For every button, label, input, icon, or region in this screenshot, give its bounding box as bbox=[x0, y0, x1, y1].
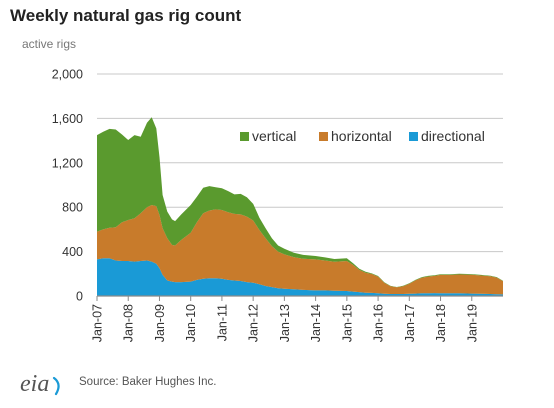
x-tick-label: Jan-17 bbox=[403, 304, 417, 342]
y-axis-unit-label: active rigs bbox=[22, 37, 77, 51]
x-tick-label: Jan-18 bbox=[434, 304, 448, 342]
legend-label-vertical: vertical bbox=[252, 128, 296, 144]
chart-title: Weekly natural gas rig count bbox=[10, 6, 242, 25]
y-tick-label: 800 bbox=[62, 201, 83, 215]
x-tick-label: Jan-11 bbox=[215, 304, 229, 341]
legend-swatch-directional bbox=[409, 132, 418, 141]
x-tick-label: Jan-15 bbox=[340, 304, 354, 342]
source-note: Source: Baker Hughes Inc. bbox=[79, 376, 217, 388]
area-directional bbox=[97, 258, 503, 296]
legend-label-directional: directional bbox=[421, 128, 485, 144]
y-tick-label: 1,200 bbox=[52, 156, 83, 170]
x-tick-label: Jan-07 bbox=[91, 304, 105, 342]
y-tick-label: 0 bbox=[76, 290, 83, 304]
axes: 0 400 800 1,200 1,600 2,000 Jan-07 Jan-08 Jan-09… bbox=[52, 68, 503, 342]
legend-label-horizontal: horizontal bbox=[331, 128, 392, 144]
legend-swatch-vertical bbox=[240, 132, 249, 141]
x-tick-label: Jan-14 bbox=[309, 304, 323, 342]
stacked-areas bbox=[97, 117, 503, 296]
eia-logo-icon: eia bbox=[20, 371, 60, 397]
legend-swatch-horizontal bbox=[319, 132, 328, 141]
eia-logo-text: eia bbox=[20, 371, 49, 397]
legend: vertical horizontal directional bbox=[240, 128, 485, 144]
y-tick-label: 1,600 bbox=[52, 112, 83, 126]
x-tick-label: Jan-10 bbox=[184, 304, 198, 342]
x-tick-label: Jan-12 bbox=[247, 304, 261, 342]
x-tick-label: Jan-13 bbox=[278, 304, 292, 342]
x-tick-label: Jan-09 bbox=[153, 304, 167, 342]
area-horizontal bbox=[97, 205, 503, 295]
x-tick-label: Jan-08 bbox=[122, 304, 136, 342]
eia-logo: eia bbox=[18, 366, 72, 403]
y-tick-label: 2,000 bbox=[52, 68, 83, 82]
eia-logo-swoosh bbox=[52, 376, 60, 396]
x-tick-label: Jan-19 bbox=[465, 304, 479, 342]
x-tick-label: Jan-16 bbox=[372, 304, 386, 342]
y-tick-label: 400 bbox=[62, 245, 83, 259]
